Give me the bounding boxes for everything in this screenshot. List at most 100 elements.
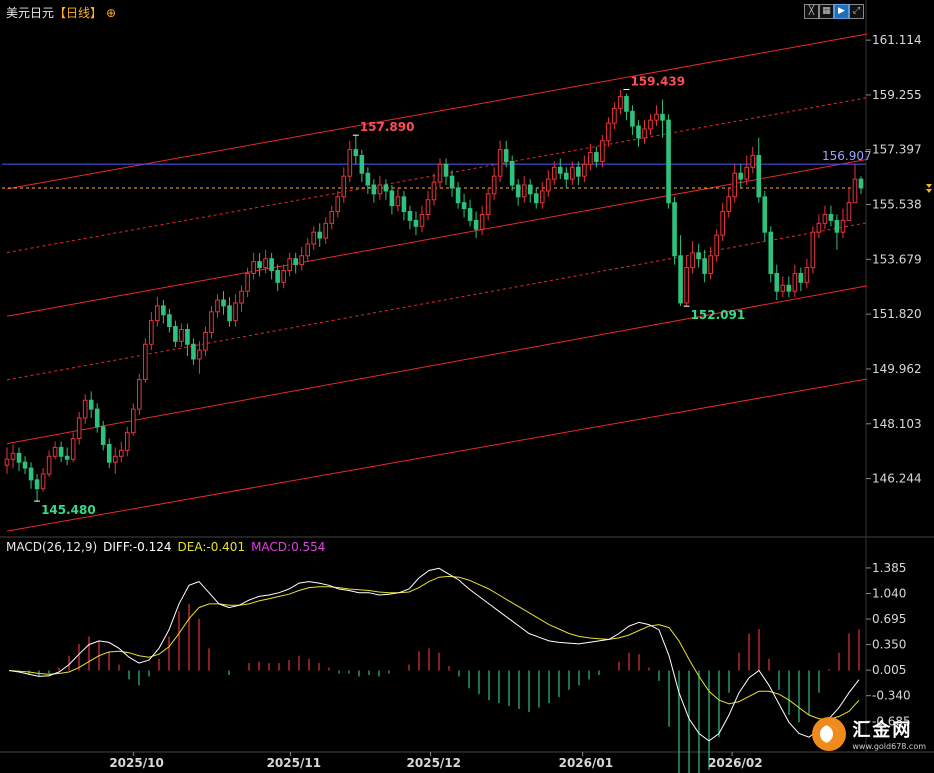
candle-body xyxy=(58,446,64,457)
extreme-label: 159.439 xyxy=(630,75,685,89)
symbol-label: 美元日元 xyxy=(6,6,55,20)
candle-body xyxy=(155,305,160,322)
candle-body xyxy=(714,234,719,257)
candle-body xyxy=(335,196,341,213)
y-tick-label: 155.538 xyxy=(872,198,922,212)
x-tick-label: 2026/02 xyxy=(708,756,762,770)
candle-body xyxy=(852,178,858,204)
candle-body xyxy=(684,267,689,304)
candle-body xyxy=(329,211,335,224)
macd-tick-label: 0.695 xyxy=(872,612,906,626)
macd-tick-label: 0.350 xyxy=(872,638,906,652)
channel-line-2 xyxy=(6,158,868,317)
crosshair-icon[interactable]: ╳ xyxy=(804,4,819,19)
date-axis: 2025/10 2025/11 2025/12 2026/01 2026/02 xyxy=(109,752,763,770)
candle-body xyxy=(804,267,810,283)
candle-body xyxy=(449,175,455,189)
dea-line xyxy=(8,575,860,720)
candle-body xyxy=(311,231,317,245)
y-tick-label: 151.820 xyxy=(872,307,922,321)
candle-body xyxy=(696,252,701,260)
candle-body xyxy=(660,113,665,121)
candle-body xyxy=(768,231,774,274)
candle-body xyxy=(612,107,617,124)
hline-label: 156.907 xyxy=(822,149,872,163)
candle-body xyxy=(64,455,70,460)
candle-body xyxy=(594,152,599,162)
period-label[interactable]: 【日线】 xyxy=(54,6,103,20)
candle-body xyxy=(840,219,846,233)
candle-body xyxy=(708,255,713,274)
grid-icon[interactable]: ▦ xyxy=(819,4,834,19)
candle-body xyxy=(786,284,792,292)
add-indicator-icon[interactable]: ⊕ xyxy=(106,6,117,20)
candle-body xyxy=(106,443,112,463)
candle-body xyxy=(221,299,226,307)
candle-body xyxy=(161,305,166,316)
candle-body xyxy=(455,187,461,204)
candle-body xyxy=(76,417,82,440)
candle-body xyxy=(792,272,798,292)
y-tick-label: 161.114 xyxy=(872,33,922,47)
candle-body xyxy=(642,128,647,139)
candle-body xyxy=(822,214,828,224)
candle-body xyxy=(269,258,274,272)
candle-body xyxy=(143,343,148,381)
candle-body xyxy=(557,166,563,174)
candle-body xyxy=(750,155,756,168)
candle-body xyxy=(16,452,22,463)
candle-body xyxy=(353,149,359,157)
candle-body xyxy=(173,326,178,342)
candle-body xyxy=(774,272,780,292)
macd-header: MACD(26,12,9) DIFF:-0.124 DEA:-0.401 MACD:0… xyxy=(6,540,331,554)
brand-logo: 汇金网 www.gold678.com xyxy=(812,716,926,751)
candle-body xyxy=(299,255,304,266)
logo-url: www.gold678.com xyxy=(852,742,926,751)
macd-tick-label: -0.685 xyxy=(872,714,911,728)
macd-dea-value: DEA:-0.401 xyxy=(177,540,246,554)
candle-body xyxy=(521,184,527,198)
candle-body xyxy=(4,458,10,466)
candle-body xyxy=(702,258,707,274)
candle-body xyxy=(40,473,46,490)
candle-body xyxy=(666,119,671,204)
candle-body xyxy=(503,149,509,162)
candle-body xyxy=(227,305,232,322)
candle-body xyxy=(401,196,407,213)
candle-body xyxy=(473,219,479,230)
candle-body xyxy=(46,455,52,475)
candle-body xyxy=(828,214,834,221)
y-tick-label: 149.962 xyxy=(872,362,922,376)
candle-body xyxy=(359,155,365,174)
candle-body xyxy=(383,184,389,192)
candle-body xyxy=(744,166,750,180)
macd-panel: 1.385 1.040 0.695 0.350 0.005 -0.340 -0.685 xyxy=(8,561,911,773)
candle-body xyxy=(323,222,329,239)
candle-series xyxy=(4,89,864,502)
candle-body xyxy=(305,243,311,257)
price-annotations: 145.480 157.890 159.439 152.091 xyxy=(34,75,745,517)
candle-body xyxy=(479,214,485,230)
candle-body xyxy=(509,160,515,186)
candle-body xyxy=(179,328,184,342)
extreme-label: 145.480 xyxy=(41,503,96,517)
x-tick-label: 2025/11 xyxy=(267,756,321,770)
candle-body xyxy=(648,119,653,130)
last-price-marker xyxy=(926,183,932,188)
candle-body xyxy=(70,438,76,460)
extreme-label: 157.890 xyxy=(360,120,415,134)
candle-body xyxy=(281,270,286,283)
candle-body xyxy=(377,184,383,195)
candle-body xyxy=(100,426,106,445)
candle-body xyxy=(287,258,292,272)
candle-body xyxy=(491,175,497,195)
candle-body xyxy=(34,479,40,490)
candle-body xyxy=(720,211,725,236)
play-icon[interactable]: ▶ xyxy=(834,4,849,19)
candle-body xyxy=(467,208,473,221)
candle-body xyxy=(527,184,533,195)
candle-body xyxy=(798,272,804,283)
expand-icon[interactable]: ⤢ xyxy=(849,4,864,19)
candle-body xyxy=(545,178,551,192)
